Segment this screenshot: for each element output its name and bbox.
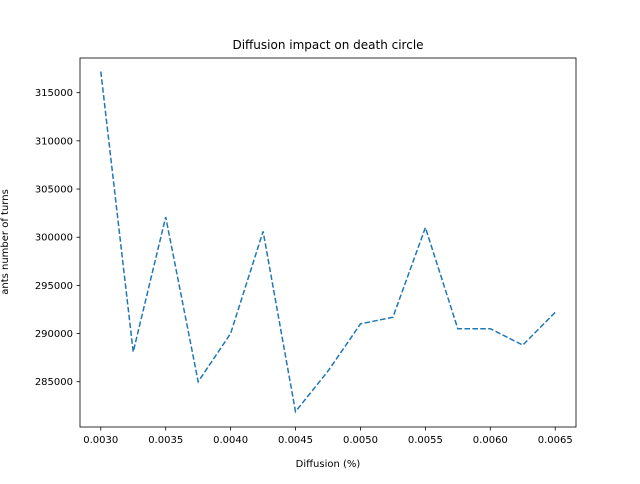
series-group bbox=[100, 71, 556, 414]
y-tick-label: 285000 bbox=[35, 377, 73, 388]
series-line bbox=[100, 71, 556, 414]
x-tick-label: 0.0035 bbox=[148, 435, 183, 446]
x-tick-label: 0.0045 bbox=[278, 435, 313, 446]
y-tick-label: 295000 bbox=[35, 281, 73, 292]
x-tick-label: 0.0065 bbox=[538, 435, 573, 446]
y-axis-label: ants number of turns bbox=[0, 189, 11, 295]
y-axis-ticks: 285000 290000 295000 300000 305000 310000 3150… bbox=[35, 88, 80, 388]
chart-title: Diffusion impact on death circle bbox=[232, 38, 423, 52]
x-tick-label: 0.0030 bbox=[83, 435, 118, 446]
y-tick-label: 290000 bbox=[35, 329, 73, 340]
x-tick-label: 0.0050 bbox=[343, 435, 378, 446]
x-tick-label: 0.0040 bbox=[213, 435, 248, 446]
x-tick-label: 0.0060 bbox=[473, 435, 508, 446]
y-tick-label: 300000 bbox=[35, 233, 73, 244]
y-tick-label: 310000 bbox=[35, 136, 73, 147]
y-tick-label: 315000 bbox=[35, 88, 73, 99]
x-axis-ticks: 0.0030 0.0035 0.0040 0.0045 0.0050 0.0055 0.00… bbox=[83, 427, 573, 446]
x-tick-label: 0.0055 bbox=[408, 435, 443, 446]
plot-area-frame bbox=[79, 57, 577, 428]
x-axis-label: Diffusion (%) bbox=[296, 459, 361, 470]
y-tick-label: 305000 bbox=[35, 185, 73, 196]
